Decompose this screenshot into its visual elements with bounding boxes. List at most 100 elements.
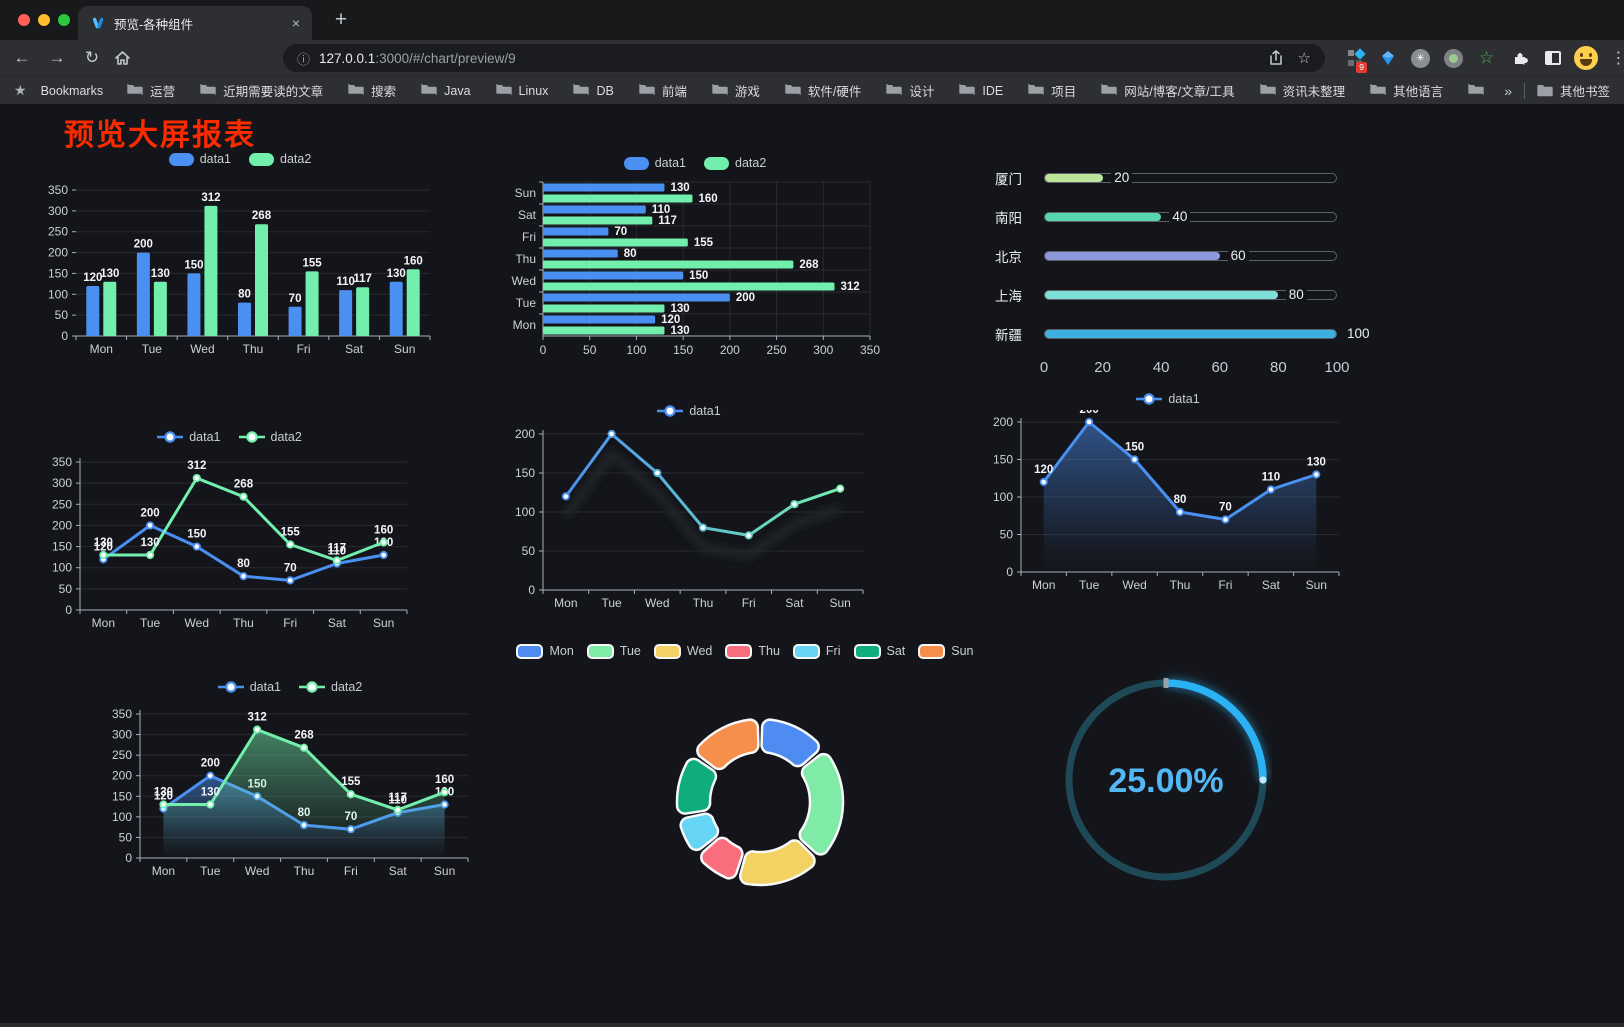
bookmark-folder[interactable]: 设计 — [886, 81, 934, 100]
bookmark-folder[interactable]: PHP — [1468, 81, 1492, 100]
legend-marker — [657, 405, 684, 417]
progress-row-上海: 上海 80 — [995, 275, 1355, 314]
legend-item-data2[interactable]: data2 — [704, 156, 766, 170]
bookmarks-overflow-chevron[interactable]: » — [1504, 82, 1512, 99]
bookmark-folder[interactable]: 其他语言 — [1370, 81, 1443, 100]
browser-menu-icon[interactable]: ⋮ — [1610, 50, 1624, 67]
reading-mode-icon[interactable] — [1536, 40, 1569, 76]
svg-text:Fri: Fri — [1218, 578, 1232, 592]
svg-text:Fri: Fri — [344, 864, 358, 878]
bookmark-folder[interactable]: 运营 — [127, 81, 175, 100]
bookmark-folder[interactable]: Linux — [495, 81, 548, 100]
reload-icon[interactable]: ↻ — [84, 48, 100, 67]
donut-legend: Mon Tue Wed Thu Fri Sat Sun — [516, 640, 974, 662]
address-bar[interactable]: ⓘ 127.0.0.1 :3000/#/chart/preview/9 ☆ — [283, 44, 1325, 72]
bookmark-folder[interactable]: 软件/硬件 — [785, 81, 861, 100]
bookmark-folder[interactable]: 项目 — [1028, 81, 1076, 100]
bookmark-folder[interactable]: 前端 — [639, 81, 687, 100]
close-window-button[interactable] — [18, 14, 30, 26]
bookmark-folder[interactable]: 游戏 — [712, 81, 760, 100]
svg-text:Fri: Fri — [283, 616, 297, 630]
svg-text:100: 100 — [515, 505, 535, 519]
chart-area-dual: data1 data2 0 50 100 150 200 250 300 350 Mon Tue Wed… — [100, 676, 480, 888]
gauge-canvas: 25.00% — [1065, 678, 1267, 881]
svg-text:130: 130 — [140, 537, 159, 549]
svg-text:150: 150 — [48, 266, 68, 280]
legend-item-Sat[interactable]: Sat — [853, 643, 905, 659]
legend-item-Fri[interactable]: Fri — [792, 643, 841, 659]
bookmark-folder[interactable]: IDE — [959, 81, 1003, 100]
site-info-icon[interactable]: ⓘ — [297, 51, 311, 67]
bookmark-folder[interactable]: 搜索 — [348, 81, 396, 100]
snowflake-extension-icon[interactable]: ✳ — [1404, 40, 1437, 76]
browser-tab[interactable]: 预览-各种组件 × — [78, 6, 312, 40]
svg-text:50: 50 — [59, 582, 73, 596]
bookmark-folder[interactable]: DB — [573, 81, 614, 100]
svg-text:50: 50 — [1000, 528, 1014, 542]
svg-text:117: 117 — [658, 215, 677, 227]
legend-item-data1[interactable]: data1 — [657, 404, 721, 418]
svg-text:130: 130 — [1307, 457, 1326, 469]
folder-icon — [200, 84, 216, 95]
folder-icon — [495, 84, 512, 95]
svg-text:Sun: Sun — [434, 864, 455, 878]
bar-vertical-legend: data1 data2 — [40, 148, 440, 170]
legend-item-data2[interactable]: data2 — [249, 152, 311, 166]
svg-text:100: 100 — [48, 287, 68, 301]
zoom-window-button[interactable] — [58, 14, 70, 26]
minimize-window-button[interactable] — [38, 14, 50, 26]
svg-text:300: 300 — [813, 343, 833, 357]
bookmark-folder[interactable]: 资讯未整理 — [1259, 81, 1345, 100]
svg-text:Thu: Thu — [233, 616, 254, 630]
forward-icon[interactable]: → — [48, 48, 66, 67]
share-icon[interactable] — [1269, 50, 1283, 66]
profile-avatar[interactable] — [1569, 40, 1602, 76]
legend-item-Mon[interactable]: Mon — [516, 643, 574, 659]
home-icon[interactable] — [114, 50, 140, 66]
legend-item-data1[interactable]: data1 — [217, 680, 281, 694]
svg-text:300: 300 — [112, 728, 132, 742]
legend-item-Thu[interactable]: Thu — [725, 643, 780, 659]
svg-text:200: 200 — [112, 769, 132, 783]
legend-item-data2[interactable]: data2 — [238, 430, 302, 444]
progress-fill — [1045, 251, 1220, 260]
svg-text:160: 160 — [435, 774, 454, 786]
bookmark-star-icon[interactable]: ☆ — [1297, 50, 1311, 67]
legend-item-data1[interactable]: data1 — [157, 430, 221, 444]
bookmark-folder[interactable]: 网站/博客/文章/工具 — [1101, 81, 1235, 100]
new-tab-button[interactable]: + — [334, 8, 348, 31]
bookmark-folder-list: 运营 近期需要读的文章 搜索 Java Linux DB 前端 游戏 软件/硬件 设计 IDE 项目 网… — [127, 81, 1492, 100]
legend-item-data1[interactable]: data1 — [1136, 392, 1200, 406]
svg-text:312: 312 — [201, 192, 220, 204]
progress-value: 40 — [1169, 207, 1191, 226]
legend-marker — [249, 152, 274, 166]
proxy-extension-icon[interactable]: 9 — [1338, 40, 1371, 76]
bookmark-folder[interactable]: Java — [421, 81, 471, 100]
legend-item-Sun[interactable]: Sun — [918, 643, 974, 659]
other-bookmarks-folder[interactable]: 其他书签 — [1537, 81, 1610, 100]
dot-extension-icon[interactable] — [1437, 40, 1470, 76]
folder-icon — [1468, 84, 1484, 95]
svg-text:Mon: Mon — [90, 342, 113, 356]
legend-marker — [853, 643, 881, 659]
folder-icon — [1028, 84, 1044, 95]
bookmark-folder[interactable]: 近期需要读的文章 — [200, 81, 323, 100]
folder-icon — [1537, 85, 1553, 97]
bookmarks-manager[interactable]: ★ Bookmarks — [14, 82, 103, 99]
back-icon[interactable]: ← — [13, 48, 31, 67]
extensions-puzzle-icon[interactable] — [1503, 40, 1536, 76]
gem-extension-icon[interactable] — [1371, 40, 1404, 76]
tab-close-icon[interactable]: × — [291, 15, 300, 31]
page-content: 预览大屏报表 data1 data2 0 50 100 150 200 250 300 350 Mo… — [0, 104, 1624, 1027]
legend-marker — [299, 681, 325, 693]
star-extension-icon[interactable]: ☆ — [1478, 48, 1495, 67]
svg-text:50: 50 — [522, 544, 536, 558]
legend-marker — [168, 152, 194, 166]
legend-item-data1[interactable]: data1 — [168, 152, 231, 166]
legend-item-data1[interactable]: data1 — [623, 156, 686, 170]
legend-item-data2[interactable]: data2 — [299, 680, 362, 694]
legend-item-Tue[interactable]: Tue — [586, 643, 641, 659]
legend-item-Wed[interactable]: Wed — [653, 643, 712, 659]
svg-text:150: 150 — [184, 259, 203, 271]
svg-text:Tue: Tue — [140, 616, 161, 630]
